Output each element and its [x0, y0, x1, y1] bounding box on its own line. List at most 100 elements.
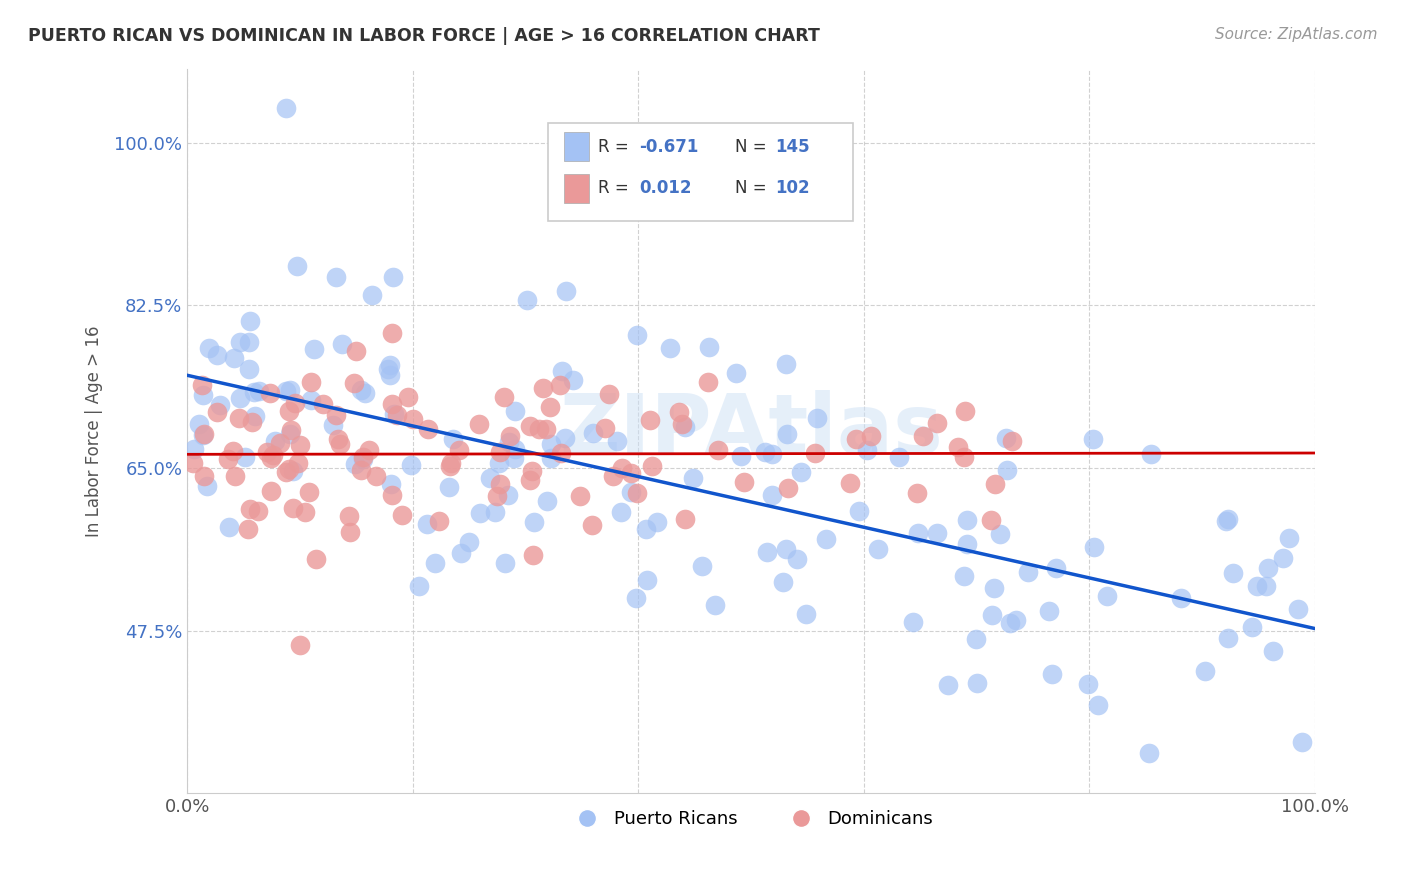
Point — [450, 545, 472, 559]
Point — [238, 362, 260, 376]
Point — [955, 537, 977, 551]
Point — [755, 545, 778, 559]
Point — [322, 418, 344, 433]
Point — [325, 409, 347, 423]
Text: 145: 145 — [775, 137, 810, 156]
Point — [775, 357, 797, 371]
Point — [488, 456, 510, 470]
Point — [209, 398, 232, 412]
Point — [198, 341, 221, 355]
Point — [224, 351, 246, 366]
Point — [673, 512, 696, 526]
Point — [1140, 447, 1163, 461]
Point — [183, 442, 205, 456]
Point — [505, 442, 527, 457]
Point — [1278, 531, 1301, 545]
Point — [1045, 561, 1067, 575]
Point — [1083, 540, 1105, 554]
Point — [1215, 514, 1237, 528]
Point — [1087, 698, 1109, 713]
Point — [1261, 643, 1284, 657]
Point — [439, 458, 461, 473]
Point — [224, 468, 246, 483]
Point — [181, 456, 204, 470]
Point — [692, 558, 714, 573]
Point — [416, 422, 439, 436]
Point — [697, 340, 720, 354]
Point — [470, 506, 492, 520]
Point — [498, 434, 520, 449]
Point — [965, 632, 987, 646]
Text: R =: R = — [598, 137, 634, 156]
Point — [236, 522, 259, 536]
Point — [439, 480, 461, 494]
Point — [1291, 734, 1313, 748]
Point — [408, 579, 430, 593]
Point — [555, 284, 578, 298]
Point — [1038, 604, 1060, 618]
Point — [260, 484, 283, 499]
Point — [457, 534, 479, 549]
Text: N =: N = — [735, 179, 766, 197]
Point — [925, 525, 948, 540]
Point — [191, 427, 214, 442]
Point — [349, 463, 371, 477]
Point — [626, 485, 648, 500]
Point — [988, 526, 1011, 541]
Point — [238, 335, 260, 350]
Text: R =: R = — [598, 179, 634, 197]
Point — [1216, 631, 1239, 645]
Point — [302, 343, 325, 357]
Point — [278, 427, 301, 442]
Point — [551, 363, 574, 377]
Point — [326, 432, 349, 446]
Point — [402, 411, 425, 425]
Point — [489, 445, 512, 459]
Point — [381, 487, 404, 501]
Point — [522, 549, 544, 563]
Point — [287, 456, 309, 470]
Point — [887, 450, 910, 464]
Point — [1077, 677, 1099, 691]
Point — [562, 373, 585, 387]
Point — [595, 421, 617, 435]
Point — [1017, 566, 1039, 580]
Point — [294, 505, 316, 519]
Point — [193, 468, 215, 483]
Point — [381, 269, 404, 284]
Point — [330, 336, 353, 351]
Point — [814, 533, 837, 547]
Point — [516, 293, 538, 307]
Point — [401, 458, 423, 472]
Point — [1257, 561, 1279, 575]
Point — [416, 517, 439, 532]
Point — [278, 383, 301, 397]
Point — [536, 493, 558, 508]
Point — [259, 385, 281, 400]
Point — [441, 432, 464, 446]
Point — [1222, 566, 1244, 580]
Point — [620, 467, 643, 481]
Point — [534, 422, 557, 436]
Point — [540, 437, 562, 451]
Point — [325, 269, 347, 284]
Point — [860, 429, 883, 443]
Point — [636, 573, 658, 587]
Point — [682, 471, 704, 485]
Point — [350, 383, 373, 397]
Point — [946, 440, 969, 454]
Point — [761, 487, 783, 501]
Point — [772, 575, 794, 590]
Point — [907, 486, 929, 500]
Text: -0.671: -0.671 — [640, 137, 699, 156]
Point — [548, 378, 571, 392]
Point — [217, 452, 239, 467]
Point — [247, 504, 270, 518]
Point — [1005, 613, 1028, 627]
Point — [1095, 590, 1118, 604]
Point — [285, 259, 308, 273]
Point — [602, 468, 624, 483]
Point — [1218, 512, 1240, 526]
Point — [953, 569, 976, 583]
Point — [343, 376, 366, 390]
